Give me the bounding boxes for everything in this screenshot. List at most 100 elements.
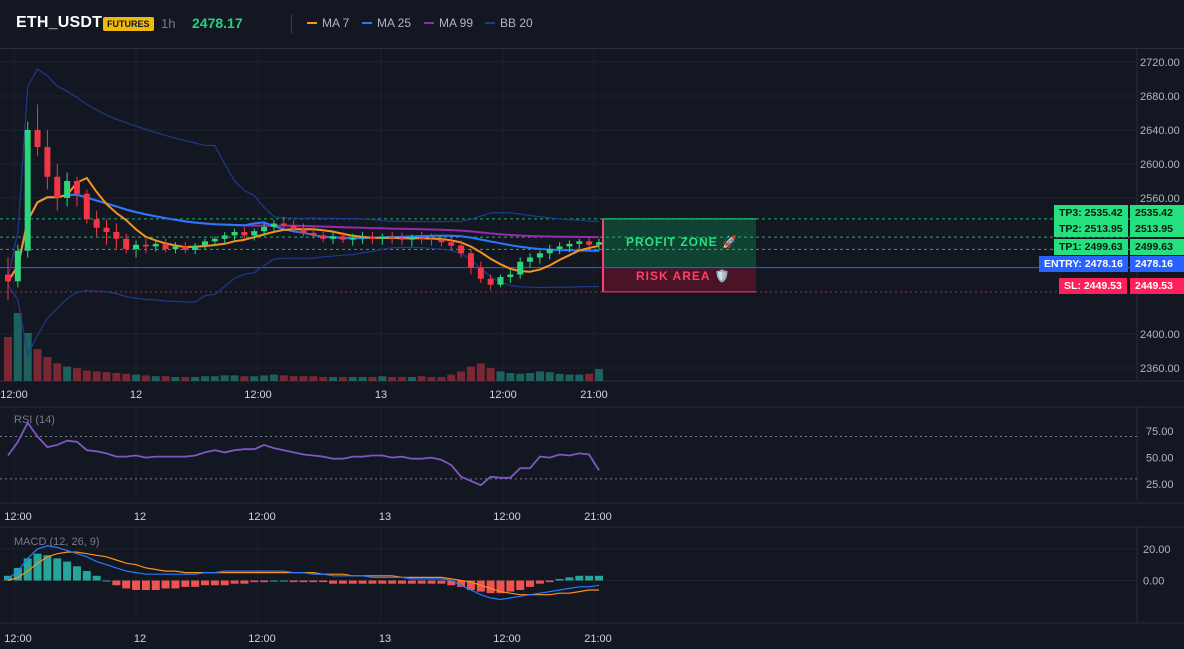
bb-upper-line	[7, 68, 600, 279]
candle-body	[359, 237, 366, 239]
time-tick-label: 12	[130, 389, 142, 401]
tp2-axis-tag: 2513.95	[1130, 221, 1184, 237]
volume-bar	[250, 376, 259, 381]
macd-histogram-bar	[33, 553, 42, 581]
volume-bar	[565, 374, 574, 381]
macd-histogram-bar	[122, 580, 131, 589]
tp2-line-label: TP2: 2513.95	[1054, 221, 1128, 237]
volume-bar	[358, 377, 367, 381]
volume-bar	[575, 374, 584, 381]
macd-histogram-bar	[545, 580, 554, 583]
candle-body	[103, 227, 110, 232]
candle-body	[418, 237, 425, 239]
macd-histogram-bar	[348, 580, 357, 584]
candle-body	[517, 261, 524, 275]
tp1-line-label: TP1: 2499.63	[1054, 239, 1128, 255]
macd-histogram-bar	[398, 580, 406, 584]
price-tick-label: 2640.00	[1140, 125, 1180, 137]
macd-histogram-bar	[141, 580, 150, 590]
candle-body	[467, 253, 474, 268]
entry-line-label: ENTRY: 2478.16	[1039, 256, 1128, 272]
macd-histogram-bar	[319, 580, 328, 583]
macd-histogram-bar	[358, 580, 367, 584]
volume-bar	[13, 313, 22, 381]
macd-histogram-bar	[102, 580, 111, 582]
volume-bar	[102, 372, 111, 381]
candle-body	[507, 274, 514, 278]
volume-bar	[388, 377, 397, 381]
legend-bb20[interactable]: BB 20	[485, 16, 533, 30]
candle-body	[34, 130, 41, 147]
legend-ma7[interactable]: MA 7	[307, 16, 349, 30]
time-tick-label: 12:00	[248, 511, 276, 523]
macd-histogram-bar	[250, 580, 259, 583]
volume-bar	[181, 377, 190, 381]
volume-bar	[112, 373, 121, 381]
macd-line	[7, 545, 600, 601]
legend-swatch	[362, 21, 372, 24]
volume-bar	[526, 373, 535, 381]
time-tick-label: 13	[379, 633, 391, 645]
last-price: 2478.17	[192, 15, 243, 31]
price-tick-label: 2600.00	[1140, 159, 1180, 171]
volume-bar	[191, 377, 200, 381]
time-tick-label: 13	[375, 389, 387, 401]
rsi-tick-label: 75.00	[1146, 426, 1174, 438]
time-tick-label: 12:00	[4, 633, 32, 645]
volume-bar	[466, 366, 475, 381]
candle-body	[133, 244, 140, 249]
price-tick-label: 2400.00	[1140, 329, 1180, 341]
candle-body	[546, 249, 553, 254]
volume-bar	[132, 374, 141, 381]
macd-histogram-bar	[575, 575, 584, 581]
candle-body	[211, 238, 218, 242]
legend-ma99[interactable]: MA 99	[424, 16, 473, 30]
market-type-badge: FUTURES	[103, 17, 154, 31]
candle-body	[408, 237, 415, 240]
volume-bar	[299, 376, 308, 381]
symbol-label[interactable]: ETH_USDT	[16, 14, 103, 31]
volume-bar	[595, 369, 603, 381]
volume-bar	[82, 370, 91, 381]
macd-histogram-bar	[72, 566, 81, 581]
macd-histogram-bar	[476, 580, 485, 592]
macd-histogram-bar	[585, 575, 594, 581]
volume-bar	[417, 376, 426, 381]
volume-bar	[506, 373, 515, 381]
volume-bar	[279, 375, 288, 381]
volume-bar	[240, 376, 249, 381]
volume-bar	[260, 375, 269, 381]
profit-zone-label: PROFIT ZONE 🚀	[626, 235, 738, 249]
macd-histogram-bar	[565, 577, 574, 581]
volume-bar	[555, 373, 564, 381]
time-tick-label: 21:00	[584, 511, 612, 523]
candle-body	[270, 223, 277, 227]
volume-bar	[535, 371, 544, 381]
candle-body	[54, 176, 61, 198]
macd-histogram-bar	[132, 580, 141, 590]
candle-body	[566, 243, 573, 247]
candle-body	[14, 250, 21, 282]
volume-bar	[427, 377, 436, 381]
price-tick-label: 2560.00	[1140, 193, 1180, 205]
candle-body	[221, 235, 228, 239]
macd-pane-title: MACD (12, 26, 9)	[14, 536, 100, 548]
volume-bar	[457, 371, 466, 381]
macd-histogram-bar	[92, 575, 101, 581]
profit-zone-box	[603, 218, 756, 268]
volume-bar	[516, 373, 525, 381]
rsi-line	[7, 420, 600, 487]
macd-histogram-bar	[526, 580, 535, 587]
legend-ma25[interactable]: MA 25	[362, 16, 411, 30]
timeframe-label[interactable]: 1h	[161, 16, 176, 31]
candle-body	[290, 225, 297, 230]
sl-line-label: SL: 2449.53	[1059, 278, 1127, 294]
macd-histogram-bar	[329, 580, 338, 584]
tp3-line-label: TP3: 2535.42	[1054, 205, 1128, 221]
legend-swatch	[424, 21, 434, 24]
macd-histogram-bar	[437, 580, 446, 584]
volume-bar	[151, 376, 160, 381]
macd-histogram-bar	[279, 580, 288, 582]
candle-body	[280, 223, 287, 226]
